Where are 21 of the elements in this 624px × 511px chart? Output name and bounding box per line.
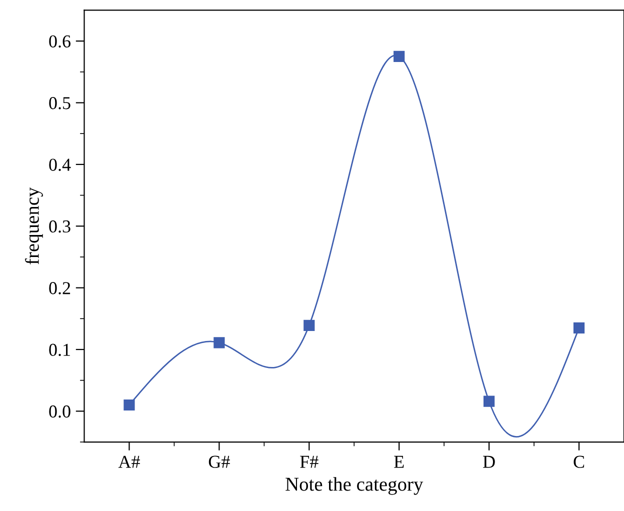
x-tick-label: A# bbox=[118, 456, 140, 468]
y-tick-label: 0.2 bbox=[49, 282, 70, 294]
x-tick-label: C bbox=[574, 456, 584, 468]
point bbox=[394, 50, 405, 62]
point bbox=[573, 322, 585, 334]
y-tick-label: 0.5 bbox=[49, 97, 70, 110]
point bbox=[214, 337, 225, 348]
y-tick-label: 0.6 bbox=[49, 35, 71, 48]
x-tick-label: F# bbox=[300, 456, 318, 468]
x-axis-title: Note the category bbox=[286, 477, 424, 495]
y-tick-label: 0.3 bbox=[49, 220, 70, 233]
point bbox=[124, 399, 135, 411]
y-axis-title: frequency bbox=[25, 187, 43, 264]
point bbox=[304, 320, 315, 331]
x-tick-label: E bbox=[394, 456, 404, 468]
point bbox=[484, 396, 495, 407]
x-tick-label: G# bbox=[208, 456, 230, 468]
y-tick-label: 0.4 bbox=[49, 158, 71, 171]
y-tick-label: 0.0 bbox=[49, 405, 70, 418]
y-tick-label: 0.1 bbox=[49, 344, 70, 356]
x-tick-label: D bbox=[483, 456, 495, 468]
